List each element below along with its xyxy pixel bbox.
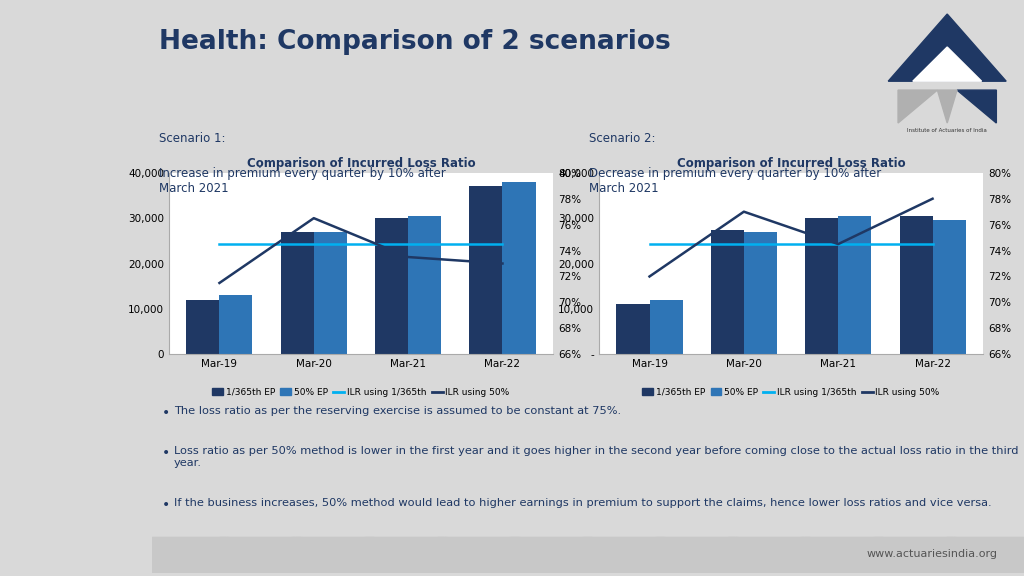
Bar [186,300,219,354]
Text: If the business increases, 50% method would lead to higher earnings in premium t: If the business increases, 50% method wo… [174,498,991,508]
Bar [469,187,503,354]
Bar [711,229,743,354]
Legend: 1/365th EP, 50% EP, ILR using 1/365th, ILR using 50%: 1/365th EP, 50% EP, ILR using 1/365th, I… [639,384,943,400]
FancyBboxPatch shape [436,537,521,573]
Bar [933,221,966,354]
Title: Comparison of Incurred Loss Ratio: Comparison of Incurred Loss Ratio [247,157,475,170]
Bar [743,232,777,354]
Bar [375,218,409,354]
Polygon shape [888,14,1007,81]
Polygon shape [912,47,982,81]
FancyBboxPatch shape [218,537,303,573]
Text: Increase in premium every quarter by 10% after
March 2021: Increase in premium every quarter by 10%… [159,167,445,195]
Bar [805,218,839,354]
Text: www.actuariesindia.org: www.actuariesindia.org [867,550,998,559]
FancyBboxPatch shape [582,537,667,573]
Text: •: • [162,446,170,460]
Text: Scenario 1:: Scenario 1: [159,132,225,146]
FancyBboxPatch shape [509,537,594,573]
FancyBboxPatch shape [364,537,449,573]
Bar [409,216,441,354]
Bar [503,182,536,354]
Polygon shape [957,90,996,123]
Bar [839,216,871,354]
FancyBboxPatch shape [654,537,739,573]
Text: The loss ratio as per the reserving exercise is assumed to be constant at 75%.: The loss ratio as per the reserving exer… [174,406,622,416]
Text: Institute of Actuaries of India: Institute of Actuaries of India [907,128,987,133]
FancyBboxPatch shape [145,537,230,573]
Bar [281,232,313,354]
Text: Scenario 2:: Scenario 2: [589,132,655,146]
FancyBboxPatch shape [872,537,957,573]
Text: Decrease in premium every quarter by 10% after
March 2021: Decrease in premium every quarter by 10%… [589,167,881,195]
Polygon shape [937,90,957,123]
Bar [649,300,683,354]
FancyBboxPatch shape [727,537,812,573]
Bar [219,295,253,354]
Text: •: • [162,406,170,420]
Legend: 1/365th EP, 50% EP, ILR using 1/365th, ILR using 50%: 1/365th EP, 50% EP, ILR using 1/365th, I… [209,384,513,400]
FancyBboxPatch shape [800,537,885,573]
Text: Health: Comparison of 2 scenarios: Health: Comparison of 2 scenarios [159,29,671,55]
FancyBboxPatch shape [945,537,1024,573]
Text: •: • [162,498,170,512]
FancyBboxPatch shape [291,537,376,573]
Text: Loss ratio as per 50% method is lower in the first year and it goes higher in th: Loss ratio as per 50% method is lower in… [174,446,1019,468]
Bar [313,232,347,354]
Polygon shape [898,90,937,123]
Bar [899,216,933,354]
Bar [616,304,649,354]
Title: Comparison of Incurred Loss Ratio: Comparison of Incurred Loss Ratio [677,157,905,170]
